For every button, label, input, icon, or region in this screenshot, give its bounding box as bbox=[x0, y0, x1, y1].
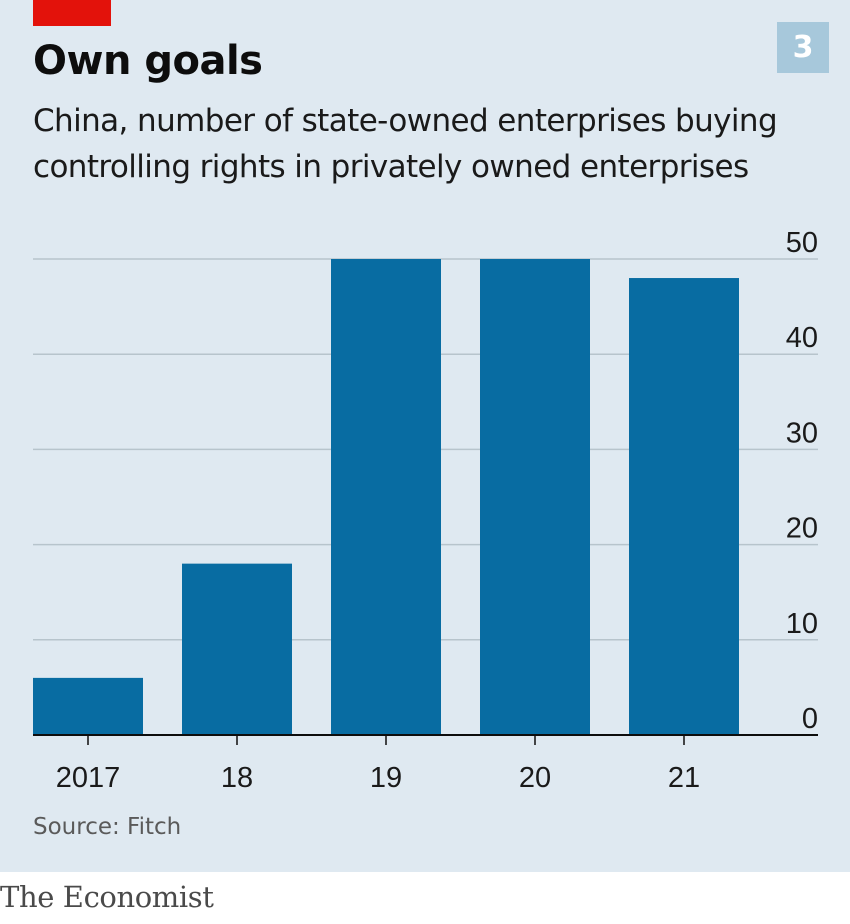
bar bbox=[629, 278, 739, 735]
x-tick-labels: 2017 18 19 20 21 bbox=[56, 735, 700, 794]
chart-title: Own goals bbox=[33, 38, 263, 84]
x-tick-label: 18 bbox=[221, 762, 253, 794]
publisher-logo: The Economist bbox=[0, 880, 214, 914]
source-note: Source: Fitch bbox=[33, 814, 182, 840]
bar bbox=[480, 259, 590, 735]
bar bbox=[33, 677, 143, 735]
x-tick-label: 21 bbox=[668, 762, 700, 794]
bar-chart: 0 10 20 30 40 50 2017 18 19 20 21 bbox=[33, 227, 818, 794]
chart-panel: 3 Own goals China, number of state-owned… bbox=[0, 0, 850, 872]
bar bbox=[182, 563, 292, 735]
chart-subtitle: China, number of state-owned enterprises… bbox=[33, 103, 778, 185]
red-tag-accent bbox=[33, 0, 111, 26]
bar bbox=[331, 259, 441, 735]
chart-number-badge: 3 bbox=[777, 22, 829, 73]
x-tick-label: 2017 bbox=[56, 762, 121, 794]
y-tick-label: 10 bbox=[786, 608, 818, 640]
y-tick-label: 20 bbox=[786, 513, 818, 545]
bars bbox=[33, 259, 739, 735]
y-tick-label: 0 bbox=[802, 703, 818, 735]
y-tick-labels: 0 10 20 30 40 50 bbox=[786, 227, 818, 735]
y-tick-label: 50 bbox=[786, 227, 818, 259]
x-tick-label: 20 bbox=[519, 762, 551, 794]
y-tick-label: 30 bbox=[786, 417, 818, 449]
x-tick-label: 19 bbox=[370, 762, 402, 794]
y-tick-label: 40 bbox=[786, 322, 818, 354]
